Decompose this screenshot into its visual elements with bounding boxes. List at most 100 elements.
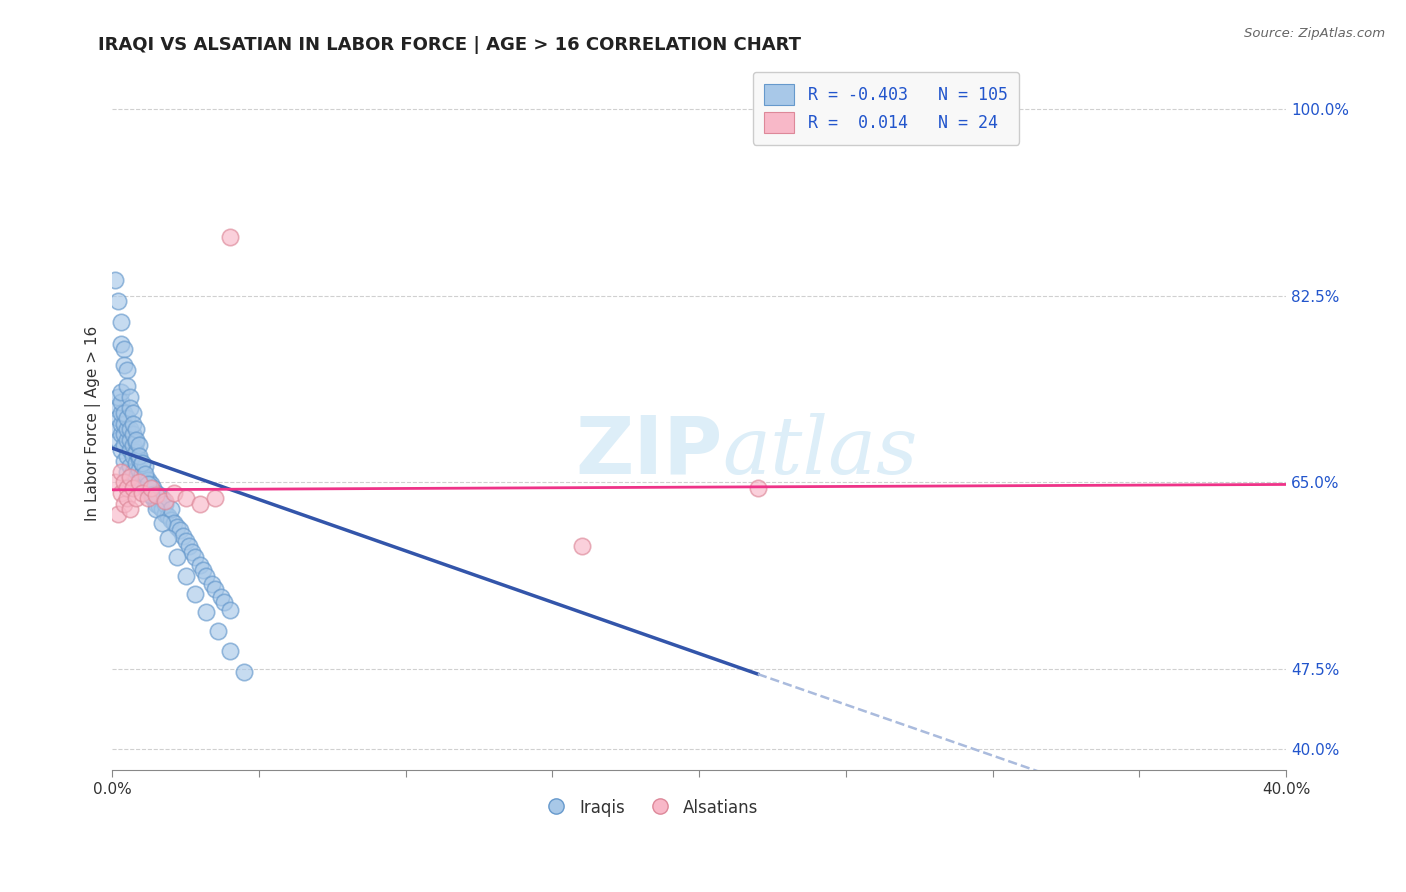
Point [174,491,197,506]
Point [136,483,159,498]
Point [160,513,183,527]
Y-axis label: In Labor Force | Age > 16: In Labor Force | Age > 16 [86,326,101,521]
Point [131,456,153,470]
Text: ZIP: ZIP [575,412,723,491]
Point [204,491,226,506]
Point [112,342,135,356]
Point [122,417,145,431]
Point [134,459,156,474]
Text: atlas: atlas [723,413,918,491]
Point [125,434,148,449]
Point [115,481,138,495]
Point [139,488,162,502]
Point [163,516,186,530]
Point [118,459,141,474]
Point [128,449,150,463]
Point [122,465,145,479]
Point [180,544,202,558]
Point [134,481,156,495]
Point [118,443,141,458]
Point [131,456,153,470]
Point [145,486,167,500]
Point [201,576,224,591]
Point [122,438,145,452]
Point [174,569,197,583]
Point [118,433,141,447]
Point [104,422,127,436]
Point [110,465,132,479]
Point [125,422,148,436]
Point [128,475,150,490]
Point [218,230,240,244]
Point [107,294,129,309]
Point [212,594,235,608]
Point [136,477,159,491]
Point [131,467,153,481]
Point [107,411,129,425]
Point [195,605,218,619]
Point [128,438,150,452]
Point [155,497,177,511]
Point [118,422,141,436]
Point [207,624,229,639]
Point [110,417,132,431]
Point [125,470,148,484]
Point [233,665,256,679]
Point [112,417,135,431]
Point [157,531,180,545]
Point [131,477,153,491]
Point [139,477,162,491]
Point [115,449,138,463]
Text: IRAQI VS ALSATIAN IN LABOR FORCE | AGE > 16 CORRELATION CHART: IRAQI VS ALSATIAN IN LABOR FORCE | AGE >… [98,36,801,54]
Point [136,473,159,487]
Point [118,401,141,415]
Point [157,509,180,524]
Point [122,449,145,463]
Point [112,454,135,468]
Point [115,363,138,377]
Point [110,395,132,409]
Point [166,520,188,534]
Point [112,406,135,420]
Point [150,516,173,530]
Point [122,427,145,442]
Point [139,488,162,502]
Point [107,390,129,404]
Point [150,502,173,516]
Point [172,528,194,542]
Point [155,508,177,522]
Point [104,475,127,490]
Point [122,481,145,495]
Point [177,539,200,553]
Point [148,488,170,502]
Point [104,273,127,287]
Point [128,451,150,466]
Point [112,427,135,442]
Point [148,499,170,513]
Point [139,481,162,495]
Point [160,502,183,516]
Point [110,427,132,442]
Point [112,358,135,372]
Point [209,591,232,605]
Point [183,549,205,564]
Point [145,488,167,502]
Point [128,462,150,476]
Point [155,494,177,508]
Point [125,491,148,506]
Point [125,433,148,447]
Point [107,508,129,522]
Point [112,475,135,490]
Point [134,467,156,481]
Point [166,549,188,564]
Point [118,470,141,484]
Point [110,336,132,351]
Point [218,643,240,657]
Point [125,445,148,459]
Point [131,486,153,500]
Point [136,491,159,506]
Point [183,587,205,601]
Point [142,481,165,495]
Point [125,456,148,470]
Point [115,379,138,393]
